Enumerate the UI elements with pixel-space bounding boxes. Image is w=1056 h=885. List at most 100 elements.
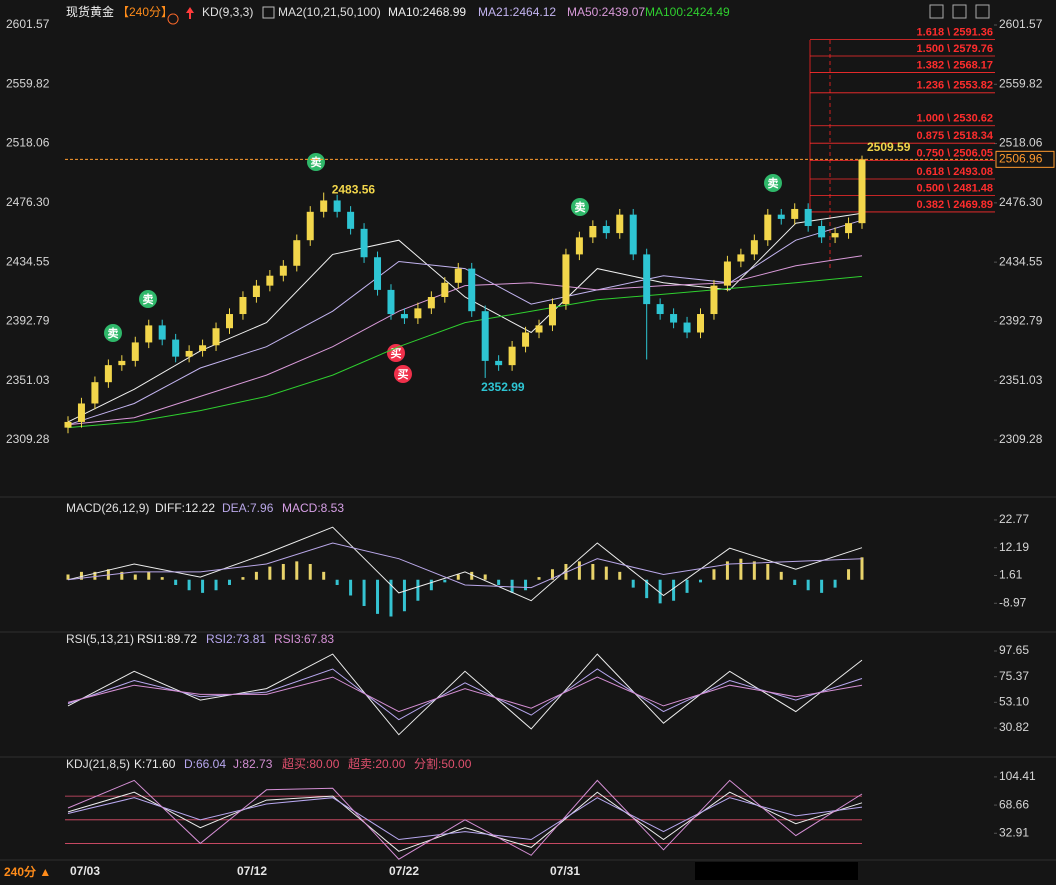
macd-bar: [120, 571, 124, 580]
candle-body: [602, 226, 610, 234]
macd-bar: [160, 577, 164, 580]
fib-label: 1.000 \ 2530.62: [917, 113, 993, 125]
macd-bar: [241, 577, 245, 580]
macd-bar: [510, 579, 514, 593]
candle-body: [791, 208, 799, 219]
macd-bar: [416, 579, 420, 601]
candle-body: [77, 403, 85, 422]
sell-signal-label: 卖: [768, 176, 779, 190]
macd-bar: [752, 561, 756, 580]
candle-body: [185, 350, 193, 357]
legend-label: RSI3:67.83: [274, 632, 334, 646]
candle-body: [683, 322, 691, 333]
y-tick-label: -8.97: [999, 595, 1027, 609]
series-line: [67, 526, 863, 602]
macd-bar: [376, 579, 380, 614]
legend-label: DIFF:12.22: [155, 501, 215, 515]
tool-icon[interactable]: [952, 4, 967, 19]
macd-bar: [308, 563, 312, 580]
macd-bar: [618, 571, 622, 580]
tool-icon[interactable]: [929, 4, 944, 19]
candle-body: [374, 257, 382, 290]
candle-body: [764, 214, 772, 241]
macd-bar: [402, 579, 406, 612]
y-tick-label: 2601.57: [6, 17, 50, 31]
macd-bar: [66, 574, 70, 580]
candle-body: [845, 223, 853, 234]
macd-bar: [685, 579, 689, 593]
macd-bar: [739, 558, 743, 580]
candle-body: [212, 328, 220, 346]
y-tick-label: 1.61: [999, 568, 1023, 582]
series-line: [67, 542, 863, 589]
candle-body: [400, 314, 408, 319]
candle-body: [818, 226, 826, 238]
y-tick-label: 2601.57: [999, 17, 1043, 31]
sell-signal-label: 卖: [108, 326, 119, 340]
sell-signal: [571, 198, 589, 216]
x-tick-label: 07/12: [237, 864, 267, 878]
macd-bar: [429, 579, 433, 591]
y-tick-label: 2518.06: [6, 136, 50, 150]
buy-signal-label: 买: [391, 347, 402, 360]
y-tick-label: 2351.03: [999, 373, 1043, 387]
current-price-box: [995, 150, 1055, 168]
y-tick-label: 2309.28: [999, 432, 1043, 446]
legend-label: J:82.73: [233, 757, 273, 771]
candle-body: [172, 339, 180, 357]
macd-bar: [497, 579, 501, 585]
macd-bar: [79, 571, 83, 580]
macd-bar: [779, 571, 783, 580]
sell-signal: [139, 290, 157, 308]
candle-body: [360, 228, 368, 258]
sell-signal-label: 卖: [311, 155, 322, 169]
fib-label: 1.382 \ 2568.17: [917, 59, 993, 71]
candle-body: [750, 240, 758, 255]
legend-label: K:71.60: [134, 757, 176, 771]
candle-body: [320, 200, 328, 212]
y-tick-label: 30.82: [999, 720, 1029, 734]
candle-body: [454, 268, 462, 283]
candle-body: [64, 421, 72, 428]
period-button[interactable]: 240分 ▲: [4, 864, 51, 879]
macd-bar: [604, 566, 608, 580]
legend-label: RSI1:89.72: [137, 632, 197, 646]
y-tick-label: 2559.82: [6, 76, 50, 90]
y-tick-label: 53.10: [999, 694, 1029, 708]
candle-body: [252, 285, 260, 297]
legend-label: D:66.04: [184, 757, 226, 771]
series-line: [67, 275, 863, 429]
macd-bar: [712, 569, 716, 580]
tool-icon[interactable]: [975, 4, 990, 19]
macd-bar: [201, 579, 205, 593]
legend-label: MA21:2464.12: [478, 5, 556, 19]
macd-bar: [322, 571, 326, 580]
candle-body: [306, 211, 314, 241]
icon: [262, 6, 275, 19]
signals: 卖 卖 卖 卖 卖 买 买: [104, 153, 782, 383]
macd-bar: [147, 571, 151, 580]
fib-label: 1.236 \ 2553.82: [917, 80, 993, 92]
candle-body: [118, 360, 126, 366]
high-annotation: 2483.56: [332, 183, 376, 197]
y-tick-label: 22.77: [999, 512, 1029, 526]
macd-bar: [93, 571, 97, 580]
legend-label: KD(9,3,3): [202, 5, 253, 19]
macd-bar: [456, 574, 460, 580]
buy-signal: [387, 344, 405, 362]
fib-label: 1.618 \ 2591.36: [917, 26, 993, 38]
macd-bar: [389, 579, 393, 617]
candle-body: [858, 159, 866, 224]
series-line: [67, 797, 863, 841]
icon: [167, 13, 179, 25]
macd-bar: [793, 579, 797, 585]
legend-label: RSI2:73.81: [206, 632, 266, 646]
candle-body: [266, 275, 274, 286]
fib-label: 0.382 \ 2469.89: [917, 199, 993, 211]
candle-body: [629, 214, 637, 255]
macd-bar: [658, 579, 662, 604]
candle-body: [104, 365, 112, 383]
candle-body: [670, 314, 678, 323]
